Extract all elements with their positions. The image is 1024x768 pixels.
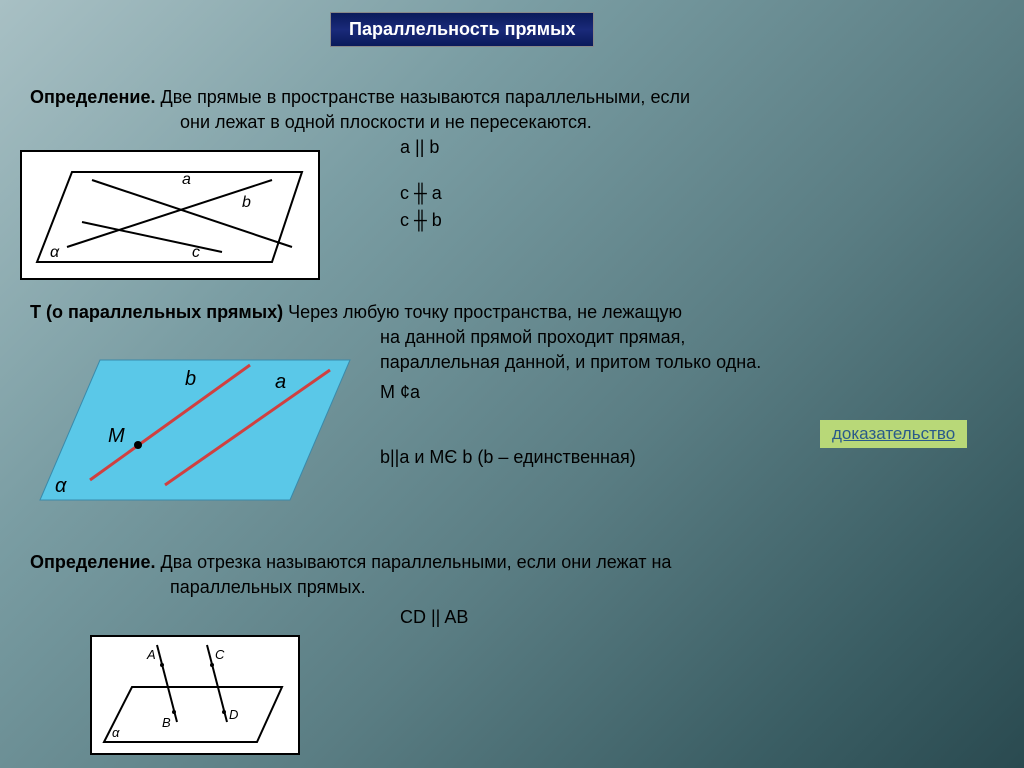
- theorem-label: Т (о параллельных прямых): [30, 302, 283, 322]
- proof-link[interactable]: доказательство: [820, 420, 967, 448]
- diagram2-label-b: b: [185, 368, 196, 390]
- diagram-parallel-lines: b a M α: [30, 350, 360, 505]
- diagram1-label-c: c: [192, 244, 200, 261]
- diagram3-label-A: A: [146, 647, 156, 662]
- definition2: Определение. Два отрезка называются пара…: [30, 550, 990, 575]
- diagram3-label-D: D: [229, 707, 238, 722]
- diagram1-label-alpha: α: [50, 244, 60, 261]
- definition1-text1: Две прямые в пространстве называются пар…: [161, 87, 691, 107]
- notation-ca: c ╫ a: [400, 180, 442, 207]
- diagram3-label-alpha: α: [112, 725, 120, 740]
- theorem-text3: параллельная данной, и притом только одн…: [380, 350, 761, 375]
- definition1-label: Определение.: [30, 87, 155, 107]
- theorem-text1: Через любую точку пространства, не лежащ…: [288, 302, 682, 322]
- notation-cb: c ╫ b: [400, 207, 442, 234]
- diagram3-label-B: B: [162, 715, 171, 730]
- diagram1-label-b: b: [242, 194, 251, 211]
- definition2-text3: CD || AB: [400, 605, 468, 630]
- diagram2-label-alpha: α: [55, 475, 67, 497]
- notation-ab: a || b: [400, 135, 439, 160]
- slide-title: Параллельность прямых: [330, 12, 594, 47]
- theorem-text5: b||a и MЄ b (b – единственная): [380, 445, 636, 470]
- definition1: Определение. Две прямые в пространстве н…: [30, 85, 990, 110]
- definition2-text2: параллельных прямых.: [170, 575, 366, 600]
- theorem-text4: M ¢а: [380, 380, 420, 405]
- notation-ca-cb: c ╫ a c ╫ b: [400, 180, 442, 234]
- diagram2-label-M: M: [108, 425, 125, 447]
- diagram-parallel-segments: A C B D α: [90, 635, 300, 755]
- definition1-text2: они лежат в одной плоскости и не пересек…: [180, 110, 592, 135]
- diagram-intersecting-lines: a b c α: [20, 150, 320, 280]
- diagram3-label-C: C: [215, 647, 225, 662]
- theorem-text2: на данной прямой проходит прямая,: [380, 325, 685, 350]
- definition2-text1: Два отрезка называются параллельными, ес…: [161, 552, 672, 572]
- diagram2-label-a: a: [275, 371, 286, 393]
- diagram1-label-a: a: [182, 171, 191, 188]
- theorem: Т (о параллельных прямых) Через любую то…: [30, 300, 990, 325]
- definition2-label: Определение.: [30, 552, 155, 572]
